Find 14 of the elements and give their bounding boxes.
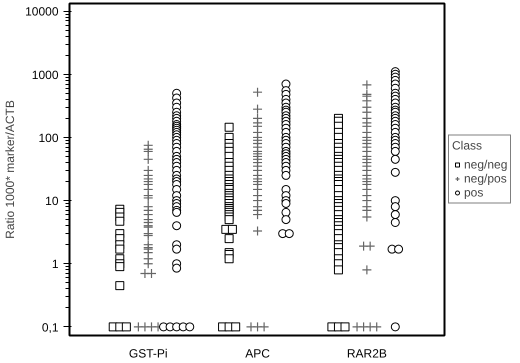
x-tick-label: RAR2B	[346, 346, 387, 360]
legend-label: neg/neg	[464, 158, 508, 172]
y-tick-label: 0,1	[42, 320, 59, 334]
x-tick-label: GST-Pi	[128, 346, 168, 360]
y-tick-label: 1	[52, 257, 59, 272]
y-tick-label: 10000	[25, 4, 59, 19]
legend-title: Class	[452, 138, 484, 152]
y-tick-label: 1000	[32, 68, 59, 82]
x-tick-label: APC	[245, 346, 270, 360]
legend-label: pos	[464, 186, 484, 200]
y-axis-title: Ratio 1000* marker/ACTB	[3, 100, 18, 239]
y-tick-label: 10	[45, 194, 59, 208]
legend-label: neg/pos	[464, 172, 507, 186]
y-tick-label: 100	[38, 130, 59, 145]
